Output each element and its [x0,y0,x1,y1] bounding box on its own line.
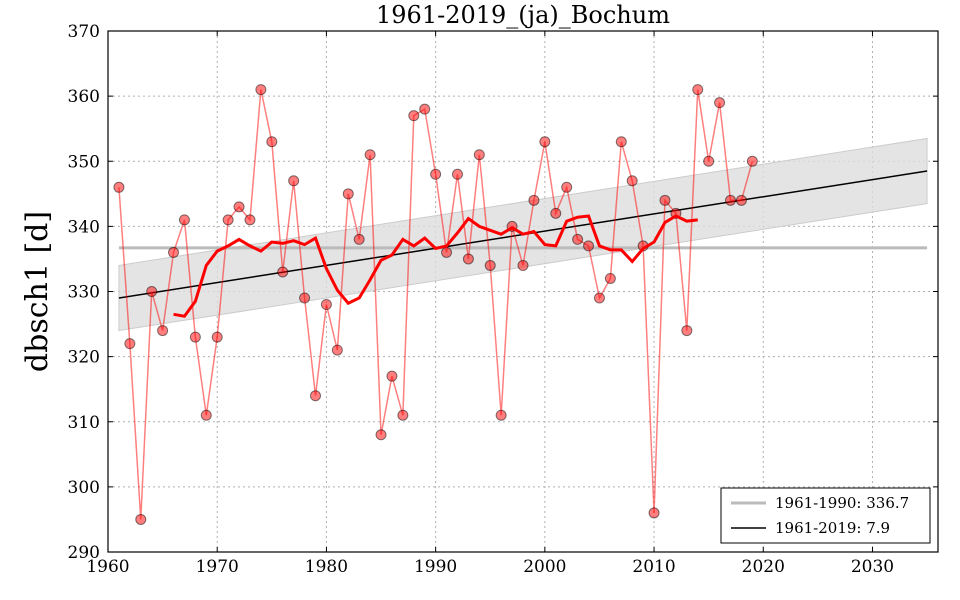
observed-point [484,259,496,271]
x-tick-label: 1970 [196,557,239,577]
observed-point [200,409,212,421]
observed-point [561,181,573,193]
x-tick-label: 2020 [742,557,785,577]
observed-point [473,149,485,161]
axis-ticks: 1960 1970 1980 1990 2000 2010 2020 2030 290 300 31… [68,22,938,577]
legend: 1961-1990: 336.7 1961-2019: 7.9 [720,487,931,544]
observed-point [310,390,321,402]
observed-point [168,246,180,258]
x-tick-label: 1980 [305,557,348,577]
observed-point [266,136,278,148]
observed-point [583,240,595,252]
observed-point [277,266,289,278]
y-tick-label: 310 [68,413,100,433]
x-tick-label: 2010 [632,557,675,577]
y-tick-label: 360 [68,87,100,107]
observed-point [157,325,169,337]
y-tick-label: 350 [68,152,100,172]
y-tick-label: 340 [68,217,100,237]
observed-point [495,409,507,421]
observed-point [430,168,442,180]
x-tick-label: 2000 [523,557,566,577]
observed-point [222,214,234,226]
observed-point [517,259,529,271]
observed-point [233,201,245,213]
observed-point [146,286,158,297]
observed-point [593,292,605,304]
observed-point [626,175,638,187]
observed-point [615,136,627,148]
legend-trend-label: 1961-2019: 7.9 [775,519,890,537]
observed-point [178,214,190,226]
observed-point [681,325,693,337]
x-tick-label: 2030 [851,557,894,577]
observed-point [550,207,562,219]
y-tick-label: 370 [68,22,100,42]
x-tick-label: 1960 [86,557,129,577]
y-tick-label: 320 [68,348,100,368]
observed-point [331,344,343,356]
observed-point [353,233,365,245]
observed-point [288,175,300,187]
observed-point [299,292,311,304]
observed-point [211,331,223,343]
y-axis-label: dbsch1 [d] [20,211,55,372]
running-mean-layer [173,214,698,318]
running-mean-line [173,214,698,318]
observed-point [124,338,136,350]
y-tick-label: 300 [68,478,100,498]
observed-point [441,246,453,258]
observed-series-layer [113,84,758,525]
legend-mean-label: 1961-1990: 336.7 [775,494,909,512]
observed-point [735,194,747,206]
chart-title: 1961-2019_(ja)_Bochum [376,1,670,29]
observed-point [451,168,463,180]
observed-point [397,409,409,421]
observed-point [375,429,387,441]
observed-point [135,513,147,525]
observed-point [408,110,420,122]
observed-point [539,136,551,148]
observed-point [703,155,715,167]
x-tick-label: 1990 [414,557,457,577]
y-tick-label: 330 [68,283,100,303]
observed-point [320,299,332,311]
observed-point [604,272,616,284]
legend-box [720,487,931,544]
observed-point [692,84,704,96]
observed-point [714,97,726,109]
observed-point [342,188,354,200]
observed-point [244,214,256,226]
observed-point [255,84,267,96]
observed-point [648,507,660,519]
observed-point [659,194,671,206]
observed-point [528,194,540,206]
observed-point [746,155,758,167]
observed-point [419,103,431,115]
y-tick-label: 290 [68,543,100,563]
observed-point [572,233,584,245]
observed-point [725,194,736,206]
observed-point [462,253,474,265]
observed-point [113,181,125,193]
observed-point [386,370,398,382]
observed-point [189,331,201,343]
observed-point [364,149,376,161]
